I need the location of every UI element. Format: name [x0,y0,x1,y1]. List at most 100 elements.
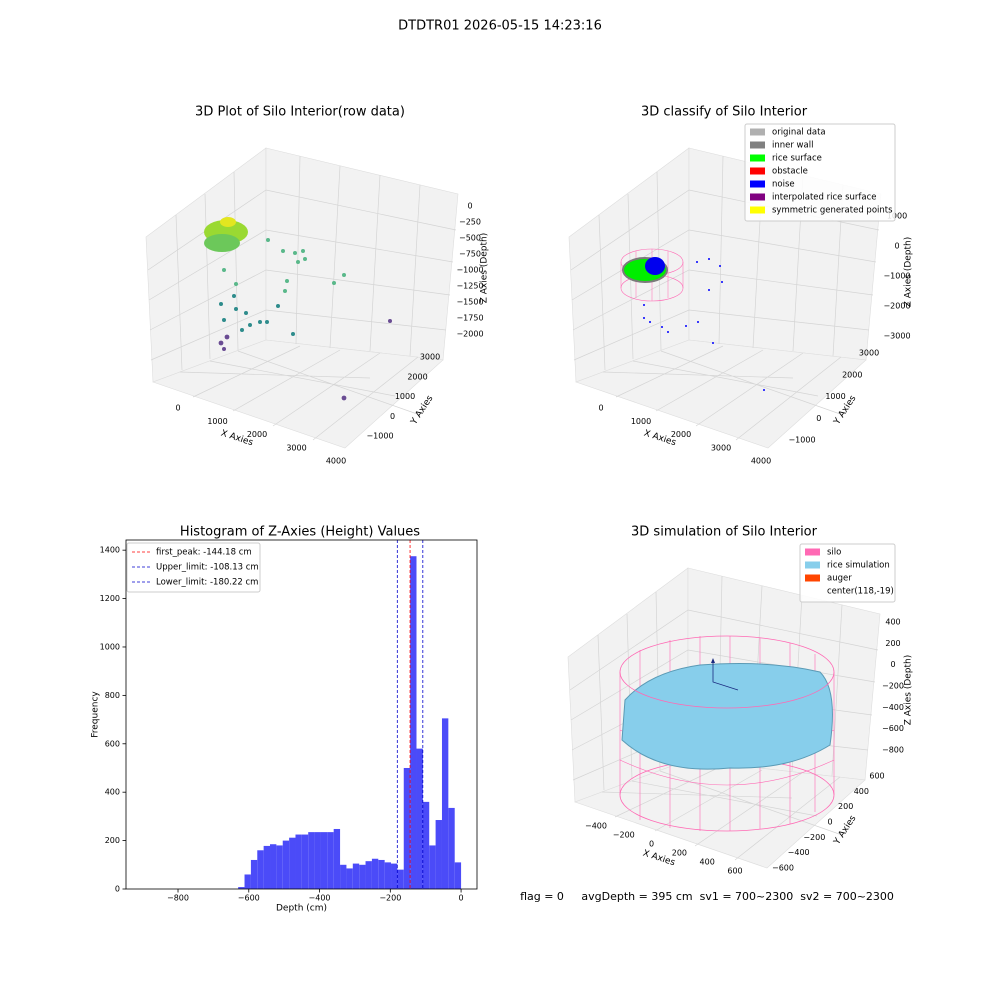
z-tick-label: −3000 [883,332,910,341]
bar [422,801,430,889]
y-tick-label: 200 [838,802,853,811]
y-tick-label: 0 [816,414,821,423]
figure-title: DTDTR01 2026-05-15 14:23:16 [398,19,602,34]
y-tick-label: −1000 [366,432,393,441]
legend-label: first_peak: -144.18 cm [156,548,252,558]
bar [289,837,296,889]
z-tick-label: −400 [882,703,904,712]
bar [308,832,315,889]
y-tick-label: 3000 [420,353,440,362]
chart-title: Histogram of Z-Axies (Height) Values [180,525,420,540]
y-tick-label: 0 [115,885,120,894]
x-tick-label: 3000 [286,443,306,452]
bar [276,845,283,889]
z-tick-label: 0 [890,660,895,669]
bar [384,862,392,889]
z-tick-label: −1000 [456,266,483,275]
bar [244,874,251,889]
legend-label: interpolated rice surface [772,193,877,203]
legend-label: center(118,-19) [827,587,894,597]
z-tick-label: −600 [882,724,904,733]
plot-frame [125,539,478,890]
3d-box [145,147,459,449]
y-tick-label: −600 [772,864,794,873]
bar [270,844,277,889]
legend-label: rice surface [772,154,822,164]
bar [448,807,455,889]
charts: 3D Plot of Silo Interior(row data) 0 1000 2… [91,105,914,914]
z-tick-label: −1500 [456,298,483,307]
bar [441,718,449,889]
y-tick-label: 1200 [100,594,120,603]
bar [301,834,309,889]
x-tick-label: 600 [727,867,742,876]
bar [454,862,462,889]
legend-swatch [805,574,820,582]
y-tick-label: 3000 [859,349,879,358]
x-axis-label: Depth (cm) [276,904,327,914]
legend-label: noise [772,180,795,190]
bar [238,887,245,889]
bar [403,767,411,889]
y-tick-label: 600 [105,739,120,748]
z-tick-label: −1000 [883,272,910,281]
bar [435,820,442,889]
chart-title: 3D simulation of Silo Interior [631,525,818,540]
grid-3d [147,155,457,441]
y-tick-label: −1000 [788,436,815,445]
legend-swatch [750,141,765,149]
legend-label: rice simulation [827,561,890,571]
point-cloud [204,217,392,401]
legend-swatch [805,587,820,595]
x-tick-label: 0 [175,404,180,413]
pane [152,339,444,449]
legend-swatch [805,548,820,556]
x-tick-label: 400 [700,858,715,867]
z-tick-label: −2000 [883,302,910,311]
bar [295,834,302,889]
z-tick-label: −1750 [456,314,483,323]
z-axis-label: Z Axies (Depth) [904,655,914,726]
z-tick-label: −750 [459,250,481,259]
bar [320,832,328,889]
z-tick-label: −200 [882,682,904,691]
bar [391,863,398,889]
legend-swatch [805,561,820,569]
x-tick-label: 2000 [247,430,267,439]
x-tick-label: −200 [379,894,401,903]
x-tick-label: −800 [167,894,189,903]
bar [410,556,417,889]
x-tick-label: 0 [459,894,464,903]
z-tick-label: 200 [885,639,900,648]
y-tick-label: 1000 [825,392,845,401]
legend-label: symmetric generated points [772,206,893,216]
bar [352,863,360,889]
x-tick-label: −200 [613,831,635,840]
y-tick-label: −400 [788,848,810,857]
footer-text: flag = 0 avgDepth = 395 cm sv1 = 700~230… [520,890,894,903]
silo-simulation [619,635,835,832]
x-tick-label: 1000 [207,417,227,426]
y-tick-label: 400 [854,787,869,796]
legend-label: obstacle [772,167,808,177]
legend-label: Lower_limit: -180.22 cm [156,578,258,588]
bar [416,748,423,889]
y-tick-label: 1000 [100,642,120,651]
z-tick-label: 400 [885,618,900,627]
legend-swatch [750,128,765,136]
x-tick-label: 4000 [326,457,346,466]
y-axis-label: Frequency [91,691,101,738]
bar [378,859,385,889]
z-tick-label: −250 [459,218,481,227]
bar [371,858,379,889]
chart-title: 3D classify of Silo Interior [641,105,808,120]
bar [359,864,366,889]
legend-label: auger [827,574,852,584]
legend-label: Upper_limit: -108.13 cm [156,563,259,573]
z-tick-label: −500 [459,234,481,243]
chart-title: 3D Plot of Silo Interior(row data) [195,105,405,120]
x-tick-label: −400 [309,894,331,903]
bar [346,868,353,889]
legend-swatch [750,167,765,175]
